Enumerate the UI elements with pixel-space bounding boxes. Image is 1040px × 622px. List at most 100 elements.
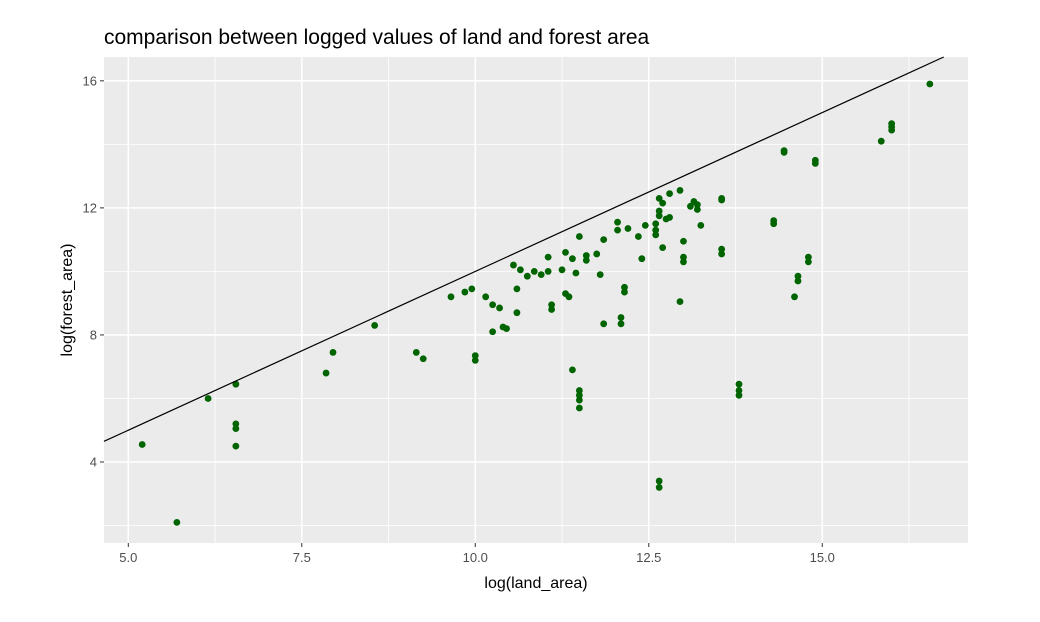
data-point [794, 277, 802, 285]
data-point [548, 301, 556, 309]
data-point [496, 304, 503, 312]
plot-panel [104, 57, 968, 543]
data-point [572, 269, 580, 277]
data-point [735, 380, 743, 388]
data-point [680, 253, 687, 261]
data-point [569, 366, 576, 374]
data-point [638, 255, 646, 263]
data-point [575, 387, 583, 394]
data-point [530, 268, 538, 275]
data-point [232, 420, 240, 428]
data-point [617, 314, 625, 321]
data-point [780, 148, 788, 156]
data-point [621, 283, 628, 291]
x-tick-label: 15.0 [810, 550, 835, 565]
data-point [575, 396, 583, 404]
data-point [510, 261, 517, 269]
data-point [652, 220, 660, 228]
data-point [617, 320, 625, 328]
data-point [582, 256, 590, 264]
data-point [735, 391, 743, 399]
data-point [412, 349, 420, 356]
data-point [471, 352, 479, 359]
data-point [489, 301, 497, 309]
data-point [468, 285, 476, 293]
data-point [659, 199, 667, 207]
x-tick-label: 10.0 [463, 550, 488, 565]
data-point [655, 194, 663, 202]
grid-major [104, 57, 968, 543]
x-tick-label: 7.5 [293, 550, 311, 565]
data-point [232, 425, 240, 433]
data-point [811, 160, 819, 167]
data-point [687, 202, 694, 210]
data-point [804, 253, 812, 261]
data-point [565, 293, 573, 301]
y-axis-ticks: 4 8 12 16 [83, 73, 104, 470]
data-point [718, 245, 726, 253]
data-point [718, 194, 726, 202]
data-point [614, 226, 621, 234]
data-point [575, 391, 583, 399]
data-point [666, 190, 673, 197]
data-point [791, 293, 798, 301]
data-point [593, 250, 601, 258]
data-point [419, 355, 427, 363]
data-point [596, 271, 604, 278]
data-point [503, 325, 510, 332]
data-point [204, 395, 212, 402]
data-point [680, 237, 687, 245]
data-point [804, 258, 812, 266]
data-point [655, 484, 663, 491]
data-point [693, 206, 701, 213]
reference-line [103, 56, 944, 442]
data-point [558, 266, 566, 274]
data-point [516, 266, 524, 274]
data-point [614, 218, 621, 226]
data-point [232, 380, 240, 388]
data-point [888, 120, 896, 128]
data-point [537, 271, 545, 278]
data-point [544, 268, 552, 275]
x-axis-title: log(land_area) [484, 575, 587, 592]
y-tick-label: 12 [83, 200, 97, 215]
data-point [489, 328, 497, 336]
data-point [471, 356, 479, 364]
data-point [634, 233, 642, 240]
data-point [461, 288, 469, 296]
data-point [600, 320, 608, 328]
data-point [138, 441, 146, 448]
data-point [655, 212, 663, 220]
data-point [680, 258, 687, 266]
data-point [676, 187, 684, 194]
data-point [735, 387, 743, 394]
data-point [232, 442, 240, 450]
data-point [600, 236, 608, 244]
data-point [569, 255, 576, 263]
data-point [877, 137, 885, 145]
data-point [926, 80, 934, 88]
data-point [718, 250, 726, 258]
data-point [329, 349, 337, 356]
data-point [371, 322, 379, 329]
data-point [562, 248, 569, 256]
data-point [575, 233, 583, 240]
data-point [322, 369, 330, 377]
data-point [624, 225, 632, 232]
data-point [544, 253, 552, 261]
data-point [173, 518, 181, 526]
data-point [523, 272, 531, 280]
data-point [655, 207, 663, 215]
data-point [655, 477, 663, 485]
data-point [482, 293, 490, 301]
data-point [575, 404, 583, 412]
data-point [794, 272, 802, 280]
data-point [676, 298, 684, 305]
y-axis-title: log(forest_area) [59, 244, 76, 357]
data-point [666, 214, 673, 221]
data-point [548, 306, 556, 313]
data-point [513, 309, 521, 317]
data-point [621, 288, 628, 296]
data-point [641, 221, 649, 229]
data-points [138, 80, 934, 526]
